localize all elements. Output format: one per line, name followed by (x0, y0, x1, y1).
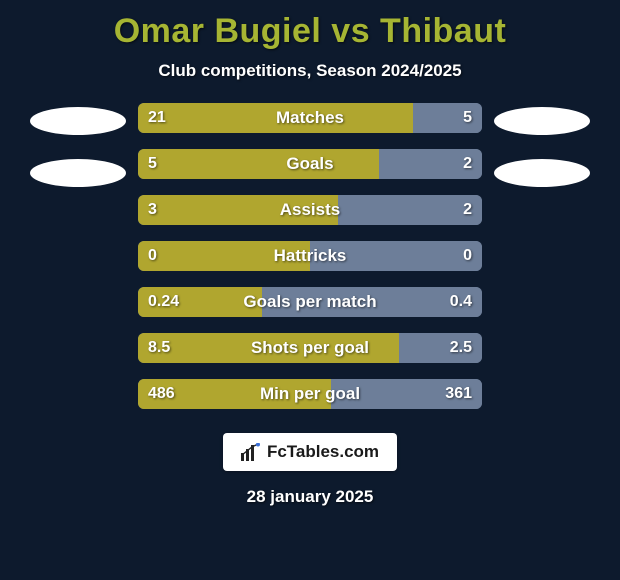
side-col-left (18, 103, 138, 187)
team-badge-placeholder (30, 159, 126, 187)
footer-logo-text: FcTables.com (267, 442, 379, 462)
stat-name: Hattricks (138, 241, 482, 271)
stat-name: Shots per goal (138, 333, 482, 363)
team-badge-placeholder (494, 159, 590, 187)
compare-area: 215Matches 52Goals 32Assists 00Hattricks 0.2… (0, 103, 620, 409)
stat-name: Matches (138, 103, 482, 133)
stat-name: Min per goal (138, 379, 482, 409)
footer-date: 28 january 2025 (247, 487, 374, 507)
stat-bar: 486361Min per goal (138, 379, 482, 409)
footer-logo: FcTables.com (223, 433, 397, 471)
page-title: Omar Bugiel vs Thibaut (114, 12, 507, 51)
stat-name: Goals per match (138, 287, 482, 317)
page-subtitle: Club competitions, Season 2024/2025 (158, 61, 461, 81)
team-badge-placeholder (494, 107, 590, 135)
stat-bar: 00Hattricks (138, 241, 482, 271)
stat-bar: 52Goals (138, 149, 482, 179)
stat-name: Goals (138, 149, 482, 179)
chart-icon (241, 443, 261, 461)
stat-bar: 32Assists (138, 195, 482, 225)
team-badge-placeholder (30, 107, 126, 135)
side-col-right (482, 103, 602, 187)
stat-bar: 215Matches (138, 103, 482, 133)
stat-bar: 0.240.4Goals per match (138, 287, 482, 317)
stat-bar: 8.52.5Shots per goal (138, 333, 482, 363)
stat-name: Assists (138, 195, 482, 225)
bars-column: 215Matches 52Goals 32Assists 00Hattricks 0.2… (138, 103, 482, 409)
